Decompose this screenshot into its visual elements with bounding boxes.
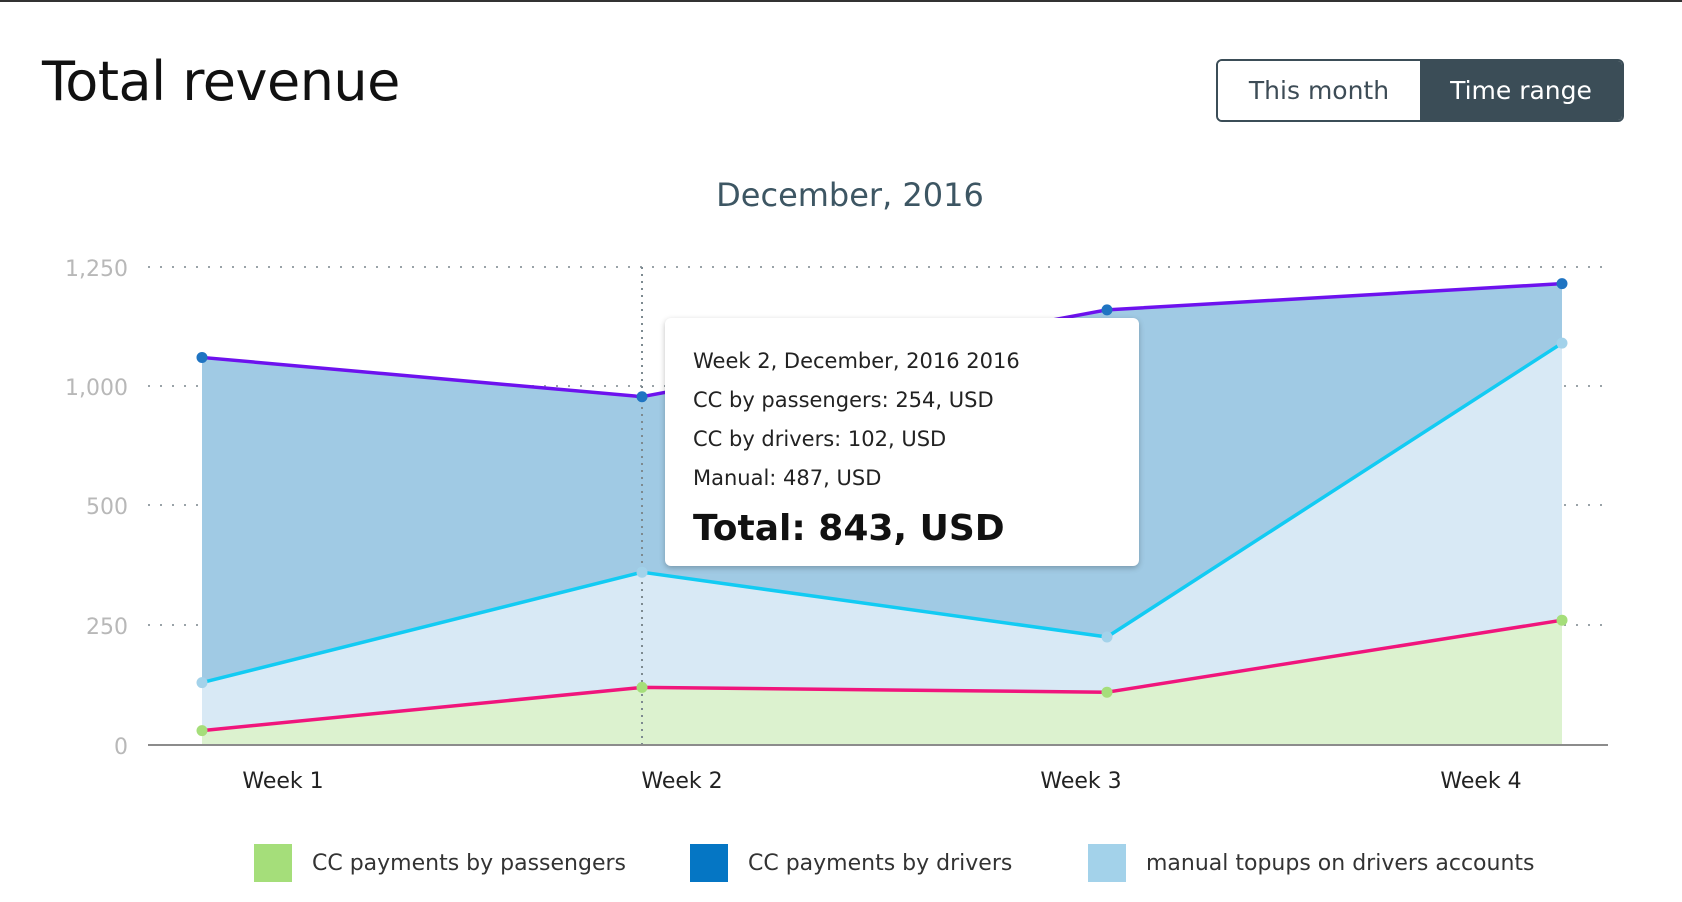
data-point-manual-topups	[636, 566, 648, 578]
tooltip-total: Total: 843, USD	[693, 508, 1005, 549]
legend-label-drivers: CC payments by drivers	[748, 850, 1013, 876]
area-cc-passengers	[202, 620, 1562, 745]
x-tick-label: Week 1	[242, 769, 323, 794]
tooltip-manual: Manual: 487, USD	[693, 466, 882, 490]
x-tick-label: Week 4	[1440, 769, 1521, 794]
y-tick-label: 0	[114, 735, 128, 760]
y-tick-label: 250	[86, 615, 128, 640]
legend-label-passengers: CC payments by passengers	[312, 850, 627, 876]
data-point-manual-topups	[1101, 631, 1113, 643]
this-month-button[interactable]: This month	[1218, 61, 1420, 120]
data-point-drivers	[1101, 304, 1113, 316]
data-point-passengers	[1556, 614, 1568, 626]
area-manual-topups	[202, 343, 1562, 731]
data-point-drivers	[196, 351, 208, 363]
page-title: Total revenue	[42, 50, 400, 113]
y-tick-label: 1,250	[65, 257, 128, 282]
series-line-passengers	[201, 618, 1563, 733]
top-border	[0, 0, 1682, 2]
chart-legend: CC payments by passengers CC payments by…	[0, 844, 1682, 884]
period-toggle: This month Time range	[1216, 59, 1624, 122]
data-point-passengers	[636, 681, 648, 693]
legend-swatch-drivers	[690, 844, 728, 882]
tooltip-drivers: CC by drivers: 102, USD	[693, 427, 947, 451]
y-tick-label: 1,000	[65, 376, 128, 401]
legend-label-manual: manual topups on drivers accounts	[1146, 850, 1535, 876]
tooltip-passengers: CC by passengers: 254, USD	[693, 388, 994, 412]
data-point-manual-topups	[196, 677, 208, 689]
x-tick-label: Week 2	[641, 769, 722, 794]
y-tick-label: 500	[86, 495, 128, 520]
legend-item-manual[interactable]: manual topups on drivers accounts	[1088, 844, 1534, 882]
legend-swatch-passengers	[254, 844, 292, 882]
x-tick-label: Week 3	[1040, 769, 1121, 794]
legend-swatch-manual	[1088, 844, 1126, 882]
legend-item-drivers[interactable]: CC payments by drivers	[690, 844, 1012, 882]
data-point-drivers	[636, 391, 648, 403]
data-point-manual-topups	[1556, 337, 1568, 349]
data-point-passengers	[196, 725, 208, 737]
chart-title: December, 2016	[716, 176, 984, 214]
time-range-button[interactable]: Time range	[1420, 61, 1622, 120]
series-line-manual-topups	[201, 341, 1563, 685]
data-point-drivers	[1556, 278, 1568, 290]
chart-tooltip: Week 2, December, 2016 2016 CC by passen…	[665, 318, 1139, 566]
tooltip-header: Week 2, December, 2016 2016	[693, 349, 1020, 373]
legend-item-passengers[interactable]: CC payments by passengers	[254, 844, 626, 882]
data-point-passengers	[1101, 686, 1113, 698]
